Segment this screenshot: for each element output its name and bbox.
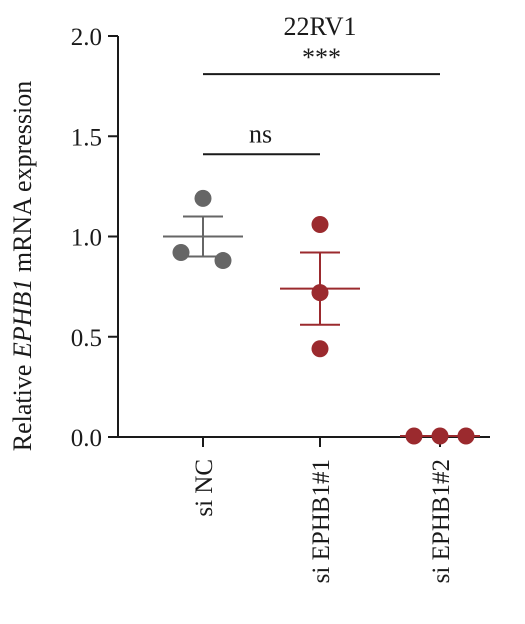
data-point bbox=[172, 244, 190, 262]
x-tick-label: si EPHB1#2 bbox=[428, 459, 455, 583]
y-axis-label-suffix: mRNA expression bbox=[8, 81, 37, 279]
significance-label: *** bbox=[302, 43, 341, 72]
marks: ns *** bbox=[163, 43, 480, 445]
axes: 0.0 0.5 1.0 1.5 2.0 si NC si EPHB1#1 si EPHB1#2 bbox=[71, 24, 490, 583]
y-tick-label: 1.5 bbox=[71, 124, 102, 151]
y-tick-label: 0.0 bbox=[71, 425, 102, 452]
series-group bbox=[400, 427, 480, 445]
data-point bbox=[311, 284, 329, 302]
y-tick-label: 1.0 bbox=[71, 225, 102, 252]
data-point bbox=[311, 215, 329, 233]
data-point bbox=[431, 427, 449, 445]
x-tick-label: si EPHB1#1 bbox=[308, 459, 335, 583]
data-point bbox=[214, 252, 232, 270]
y-axis-label-gene: EPHB1 bbox=[8, 279, 37, 359]
significance-label: ns bbox=[249, 119, 272, 148]
y-tick-label: 0.5 bbox=[71, 325, 102, 352]
x-tick-label: si NC bbox=[191, 459, 218, 517]
series-group bbox=[280, 215, 360, 358]
data-point bbox=[405, 427, 423, 445]
series-group bbox=[163, 189, 243, 270]
y-axis-label: Relative EPHB1 mRNA expression bbox=[8, 81, 37, 451]
y-tick-label: 2.0 bbox=[71, 24, 102, 51]
data-point bbox=[311, 340, 329, 358]
y-axis-label-prefix: Relative bbox=[8, 358, 37, 451]
data-point bbox=[457, 427, 475, 445]
chart-title: 22RV1 bbox=[283, 12, 356, 41]
data-point bbox=[194, 189, 212, 207]
